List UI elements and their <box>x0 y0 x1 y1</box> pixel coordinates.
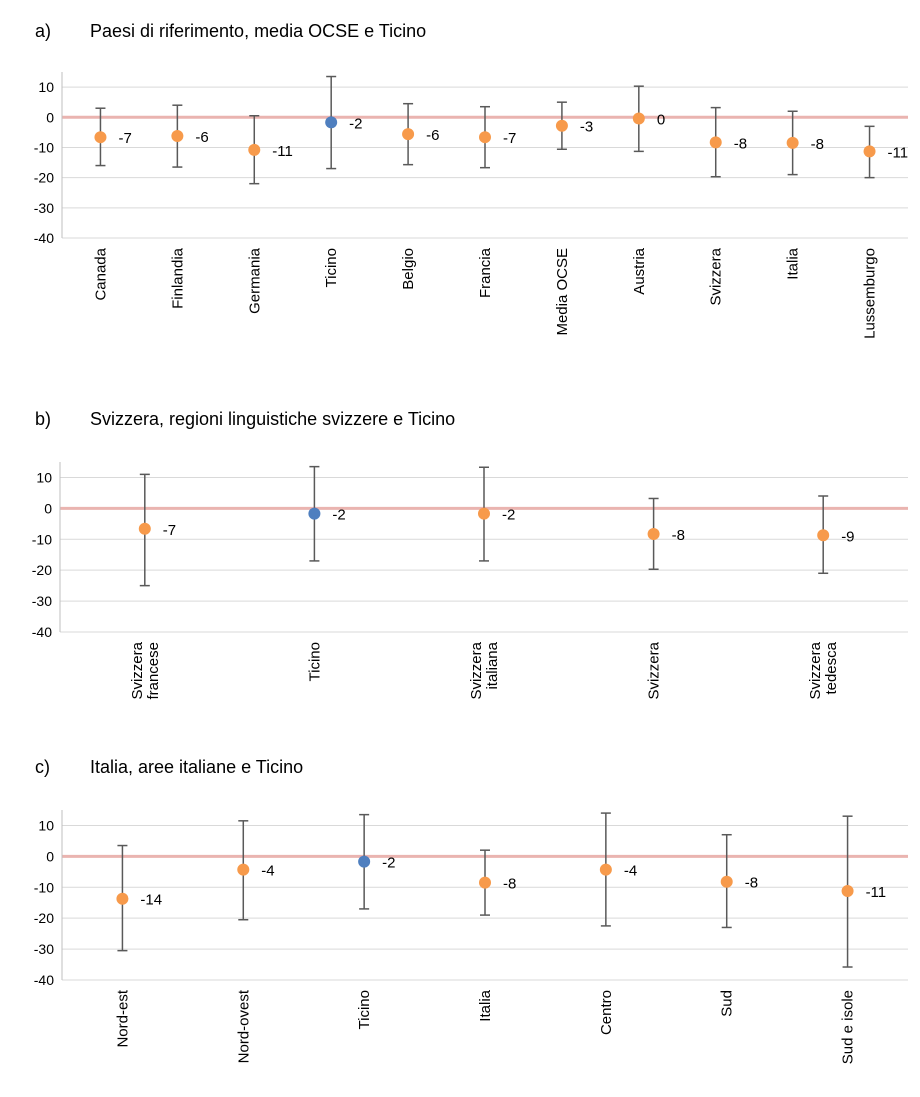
point <box>599 863 612 876</box>
point <box>647 528 660 541</box>
chart: c) Italia, aree italiane e Ticino-40-30-2… <box>34 757 908 1064</box>
x-tick-label: Austria <box>631 247 648 294</box>
data-label: -2 <box>382 855 395 872</box>
y-tick-label: -10 <box>34 139 54 155</box>
point <box>786 136 799 149</box>
data-label: -6 <box>426 127 439 144</box>
x-tick-label: Germania <box>246 247 263 314</box>
point <box>478 507 490 520</box>
data-label: -2 <box>349 115 362 132</box>
data-label: -7 <box>163 522 176 539</box>
x-tick-label: Finlandia <box>169 247 186 309</box>
data-label: -6 <box>195 129 208 146</box>
point <box>402 128 415 141</box>
x-tick-label: Belgio <box>400 248 417 290</box>
point <box>479 131 491 144</box>
point <box>709 136 722 149</box>
point <box>116 892 129 905</box>
data-label: -8 <box>672 527 685 544</box>
x-tick-label: Centro <box>598 990 615 1035</box>
x-tick-label: Ticino <box>306 642 323 681</box>
panel-label: b) <box>35 409 51 429</box>
chart-title: Svizzera, regioni linguistiche svizzere … <box>90 409 455 429</box>
y-tick-label: -20 <box>34 910 54 926</box>
point <box>248 143 261 156</box>
point <box>720 875 733 888</box>
y-tick-label: 0 <box>46 848 54 864</box>
point <box>138 522 151 535</box>
y-tick-label: -30 <box>34 941 54 957</box>
data-label: -9 <box>841 528 854 545</box>
point <box>632 112 645 125</box>
point <box>237 863 250 876</box>
y-tick-label: 0 <box>44 500 52 516</box>
point <box>171 129 184 142</box>
chart: b) Svizzera, regioni linguistiche svizzer… <box>32 409 908 700</box>
data-label: -8 <box>734 135 747 152</box>
x-tick-label: Svizzera <box>646 641 663 699</box>
x-tick-label: Svizzeraitaliana <box>468 641 501 699</box>
x-tick-label: Sud <box>719 990 736 1017</box>
data-label: -4 <box>624 863 637 880</box>
chart-title: Paesi di riferimento, media OCSE e Ticin… <box>90 21 426 41</box>
y-tick-label: -10 <box>32 531 52 547</box>
y-tick-label: -30 <box>34 200 54 216</box>
x-tick-label: Italia <box>477 989 494 1021</box>
data-label: -4 <box>261 863 274 880</box>
x-tick-label: Svizzeratedesca <box>807 641 840 699</box>
x-tick-label: Lussemburgo <box>862 248 879 339</box>
x-tick-label: Sud e isole <box>840 990 857 1064</box>
y-tick-label: -10 <box>34 879 54 895</box>
data-label: -2 <box>502 507 515 524</box>
data-label: -11 <box>866 884 887 901</box>
data-label: 0 <box>657 111 665 128</box>
point <box>479 876 491 889</box>
x-tick-label: Italia <box>785 247 802 279</box>
point <box>325 116 338 129</box>
y-tick-label: 10 <box>38 79 54 95</box>
point <box>358 855 371 868</box>
y-tick-label: -20 <box>34 170 54 186</box>
data-label: -7 <box>118 130 131 147</box>
data-label: -2 <box>332 507 345 524</box>
data-label: -14 <box>140 892 162 909</box>
point <box>555 119 568 132</box>
point <box>841 884 854 897</box>
y-tick-label: -30 <box>32 593 52 609</box>
point <box>94 131 107 144</box>
data-label: -11 <box>272 143 293 160</box>
data-label: -8 <box>503 876 516 893</box>
chart-title: Italia, aree italiane e Ticino <box>90 757 303 777</box>
point <box>308 507 321 520</box>
point <box>817 529 830 542</box>
chart: a) Paesi di riferimento, media OCSE e Tic… <box>34 21 908 339</box>
y-tick-label: -40 <box>34 230 54 246</box>
x-tick-label: Ticino <box>323 248 340 287</box>
panel-label: c) <box>35 757 50 777</box>
x-tick-label: Ticino <box>356 990 373 1029</box>
x-tick-label: Nord-ovest <box>235 989 252 1063</box>
y-tick-label: -40 <box>32 624 52 640</box>
data-label: -7 <box>503 130 516 147</box>
x-tick-label: Francia <box>477 247 494 298</box>
point <box>863 145 876 158</box>
panel-label: a) <box>35 21 51 41</box>
y-tick-label: 10 <box>36 469 52 485</box>
data-label: -8 <box>745 875 758 892</box>
x-tick-label: Svizzera <box>708 247 725 305</box>
data-label: -3 <box>580 119 593 136</box>
y-tick-label: 10 <box>38 817 54 833</box>
data-label: -11 <box>888 144 909 161</box>
x-tick-label: Nord-est <box>114 989 131 1047</box>
x-tick-label: Svizzerafrancese <box>129 641 162 699</box>
y-tick-label: -20 <box>32 562 52 578</box>
x-tick-label: Media OCSE <box>554 248 571 336</box>
y-tick-label: 0 <box>46 109 54 125</box>
y-tick-label: -40 <box>34 972 54 988</box>
x-tick-label: Canada <box>92 247 109 300</box>
data-label: -8 <box>811 136 824 153</box>
